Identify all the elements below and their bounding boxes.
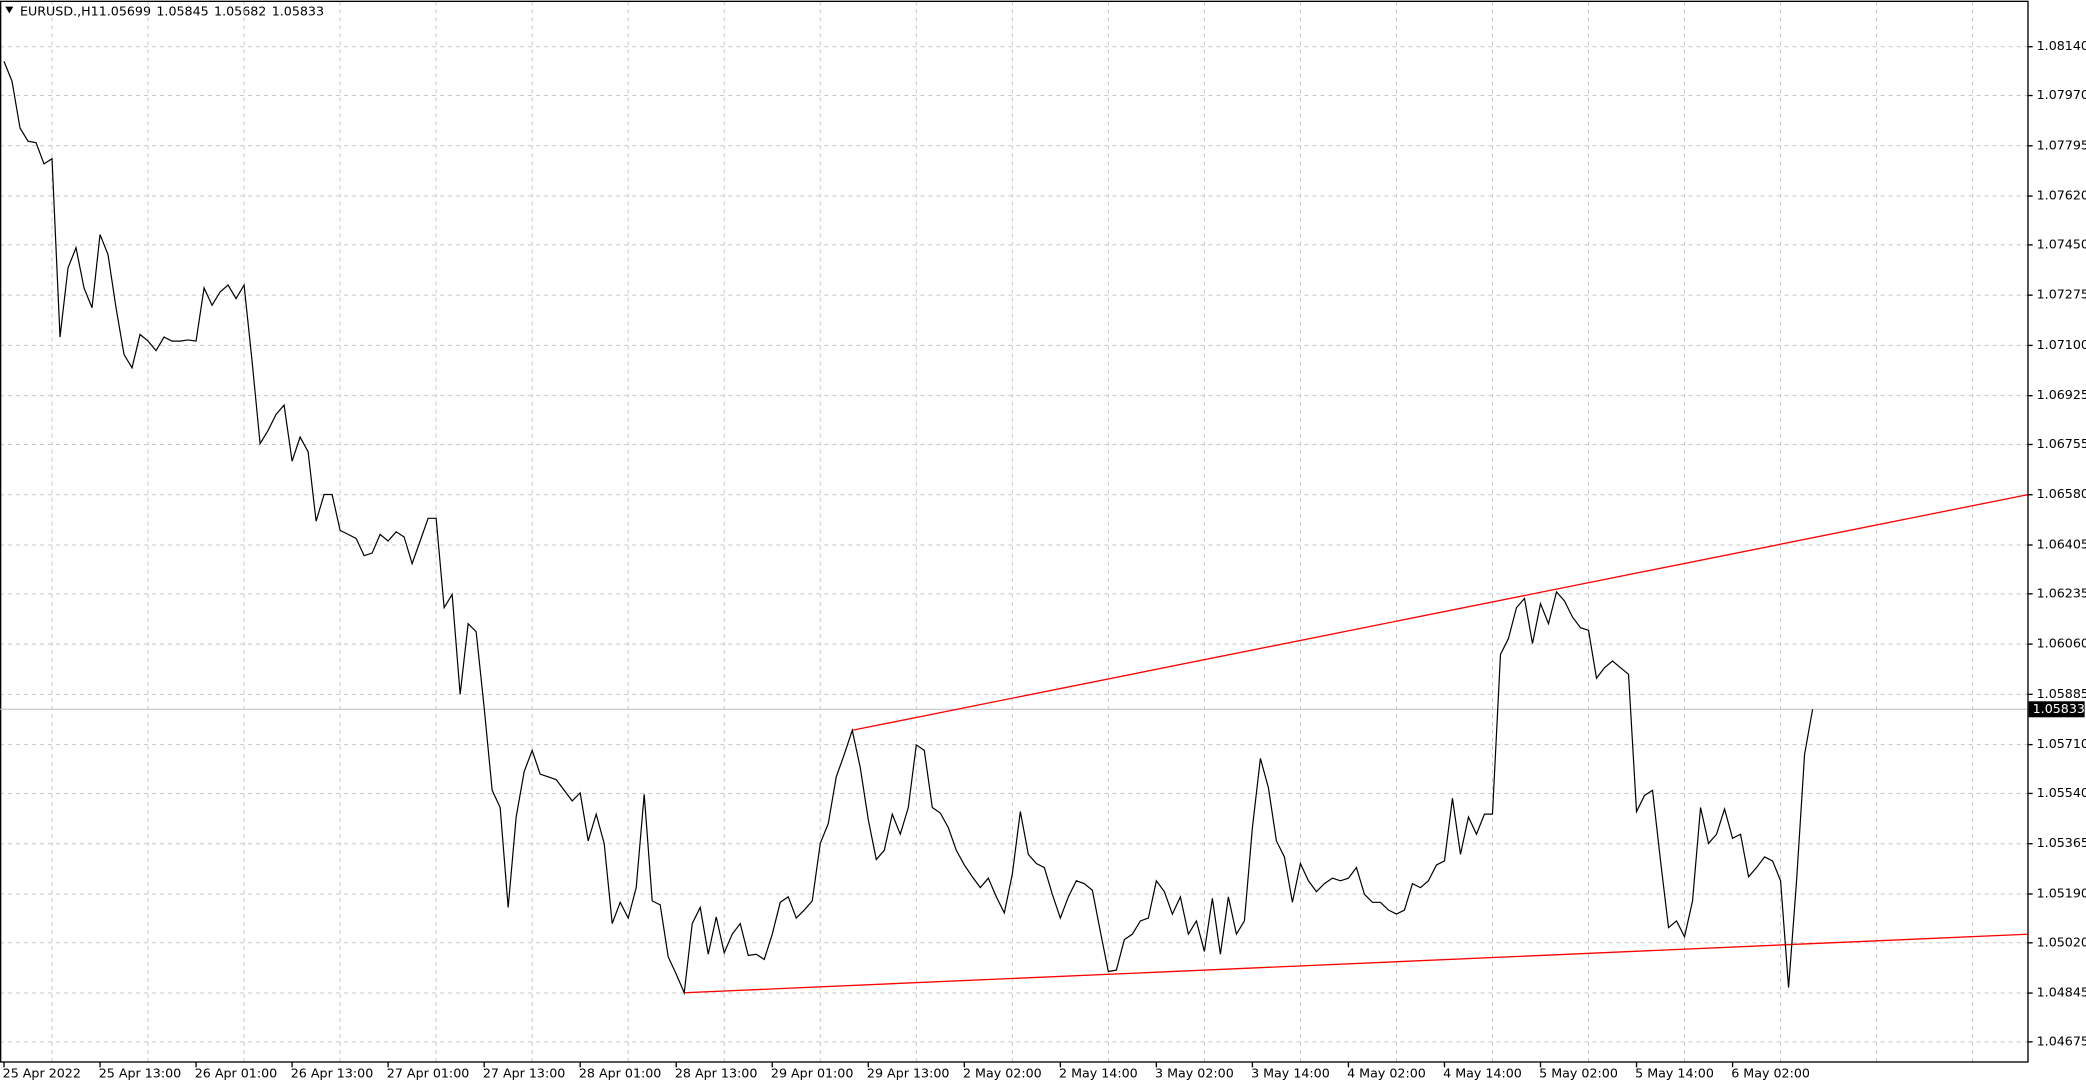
y-tick-label: 1.06580 xyxy=(2037,486,2086,501)
y-tick-label: 1.07620 xyxy=(2037,188,2086,203)
symbol: EURUSD.,H1 xyxy=(20,4,99,19)
y-tick-label: 1.04845 xyxy=(2037,985,2086,1000)
y-tick-label: 1.07970 xyxy=(2037,87,2086,102)
ohlc-value: 1.05699 xyxy=(99,4,151,19)
trendline xyxy=(852,494,2028,731)
ohlc-value: 1.05682 xyxy=(214,4,266,19)
x-tick-label: 27 Apr 13:00 xyxy=(483,1065,566,1080)
x-tick-label: 26 Apr 01:00 xyxy=(195,1065,278,1080)
y-tick-label: 1.05540 xyxy=(2037,785,2086,800)
y-tick-label: 1.06405 xyxy=(2037,537,2086,552)
price-line xyxy=(3,61,1814,996)
y-tick-label: 1.05885 xyxy=(2037,686,2086,701)
x-tick-label: 4 May 02:00 xyxy=(1347,1065,1426,1080)
x-tick-label: 2 May 14:00 xyxy=(1059,1065,1138,1080)
y-tick-label: 1.06925 xyxy=(2037,387,2086,402)
y-tick-label: 1.07275 xyxy=(2037,287,2086,302)
y-tick-label: 1.06755 xyxy=(2037,436,2086,451)
y-tick-label: 1.06060 xyxy=(2037,636,2086,651)
x-tick-label: 29 Apr 01:00 xyxy=(771,1065,854,1080)
x-tick-label: 5 May 14:00 xyxy=(1635,1065,1714,1080)
ohlc-value: 1.05845 xyxy=(156,4,208,19)
x-tick-label: 2 May 02:00 xyxy=(963,1065,1042,1080)
plot-border xyxy=(0,0,2029,1063)
y-tick-label: 1.07795 xyxy=(2037,137,2086,152)
ohlc-value: 1.05833 xyxy=(272,4,324,19)
x-tick-label: 27 Apr 01:00 xyxy=(387,1065,470,1080)
y-tick-label: 1.08140 xyxy=(2037,38,2086,53)
x-tick-label: 25 Apr 13:00 xyxy=(99,1065,182,1080)
x-tick-label: 4 May 14:00 xyxy=(1443,1065,1522,1080)
y-tick-label: 1.06235 xyxy=(2037,585,2086,600)
x-tick-label: 29 Apr 13:00 xyxy=(867,1065,950,1080)
last-price-box xyxy=(2028,701,2085,718)
x-tick-label: 28 Apr 01:00 xyxy=(579,1065,662,1080)
y-tick-label: 1.04675 xyxy=(2037,1033,2086,1048)
y-tick-label: 1.07450 xyxy=(2037,236,2086,251)
y-tick-label: 1.07100 xyxy=(2037,337,2086,352)
y-tick-label: 1.05020 xyxy=(2037,934,2086,949)
x-tick-label: 26 Apr 13:00 xyxy=(291,1065,374,1080)
x-tick-label: 25 Apr 2022 xyxy=(3,1065,81,1080)
trendline xyxy=(684,933,2028,994)
menu-arrow[interactable] xyxy=(5,6,14,14)
x-tick-label: 3 May 02:00 xyxy=(1155,1065,1234,1080)
y-tick-label: 1.05190 xyxy=(2037,885,2086,900)
x-tick-label: 3 May 14:00 xyxy=(1251,1065,1330,1080)
x-tick-label: 5 May 02:00 xyxy=(1539,1065,1618,1080)
y-tick-label: 1.05710 xyxy=(2037,736,2086,751)
y-tick-label: 1.05365 xyxy=(2037,835,2086,850)
x-tick-label: 6 May 02:00 xyxy=(1731,1065,1810,1080)
x-tick-label: 28 Apr 13:00 xyxy=(675,1065,758,1080)
last-price-label: 1.05833 xyxy=(2033,701,2085,716)
